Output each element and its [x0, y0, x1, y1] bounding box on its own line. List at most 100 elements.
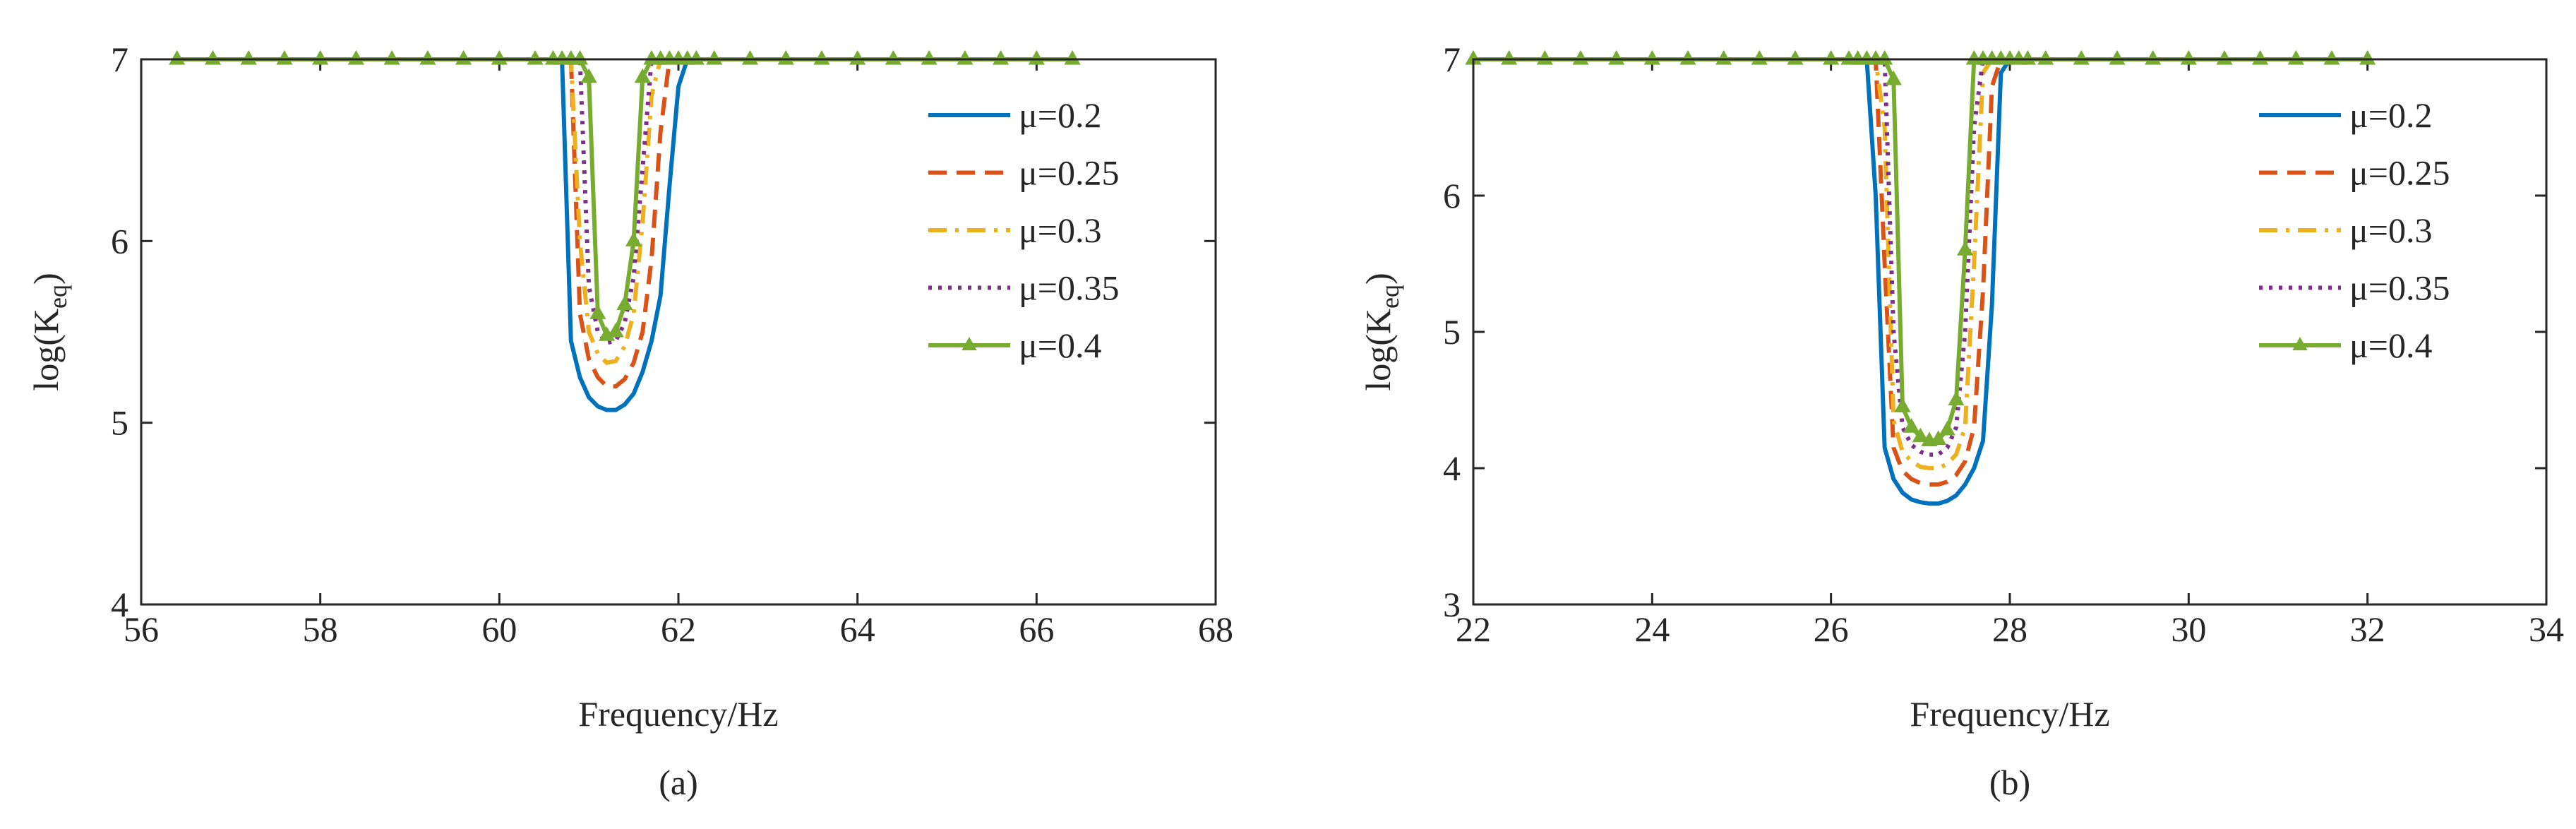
legend-box [921, 88, 1190, 391]
legend-label: μ=0.2 [1019, 95, 1102, 135]
x-tick-label: 26 [1814, 609, 1849, 649]
x-tick-label: 62 [661, 609, 696, 649]
series-marker [240, 49, 257, 65]
x-tick-label: 28 [1992, 609, 2027, 649]
legend-label: μ=0.4 [1019, 326, 1102, 365]
series-marker [580, 68, 597, 83]
series-marker [607, 322, 624, 338]
series-marker [455, 49, 472, 65]
x-tick-label: 64 [840, 609, 875, 649]
legend-label: μ=0.25 [2349, 153, 2450, 193]
series-marker [2216, 49, 2233, 65]
series-marker [1643, 49, 1660, 65]
series-marker [777, 49, 794, 65]
panel-label: (b) [1989, 763, 2030, 802]
panel-label: (a) [659, 763, 698, 802]
series-marker [204, 49, 222, 65]
series-marker [347, 49, 365, 65]
series-marker [1028, 49, 1045, 65]
x-axis-label: Frequency/Hz [1910, 694, 2109, 734]
series-marker [2252, 49, 2269, 65]
x-axis-label: Frequency/Hz [578, 694, 778, 734]
series-marker [1957, 241, 1974, 256]
series-marker [2323, 49, 2340, 65]
x-tick-label: 66 [1019, 609, 1054, 649]
series-marker [957, 49, 974, 65]
x-tick-label: 32 [2350, 609, 2385, 649]
series-marker [813, 49, 830, 65]
legend-box [2252, 88, 2520, 391]
legend-label: μ=0.35 [1019, 268, 1120, 308]
series-marker [688, 49, 705, 65]
series-marker [2287, 49, 2304, 65]
series-marker [2145, 49, 2162, 65]
y-tick-label: 5 [1443, 312, 1461, 352]
series-marker [1679, 49, 1696, 65]
series-marker [921, 49, 937, 65]
y-axis-label-part: ) [1358, 273, 1398, 285]
series-marker [419, 49, 436, 65]
y-axis-label-part: eq [1376, 285, 1404, 309]
series-marker [589, 304, 606, 319]
axes-frame [1472, 58, 2548, 606]
y-axis-label-part: eq [44, 285, 72, 309]
legend-marker [2292, 336, 2308, 351]
series-marker [634, 68, 651, 83]
series-marker [625, 232, 642, 246]
series-marker [1751, 49, 1768, 65]
series-marker [741, 49, 759, 65]
x-tick-label: 56 [124, 609, 159, 649]
series-marker [383, 49, 400, 65]
y-axis-label-part: log(K [1358, 309, 1398, 391]
series-marker [169, 49, 186, 65]
series-marker [1876, 49, 1893, 65]
series-marker [885, 49, 902, 65]
series-marker [1894, 398, 1911, 412]
series-marker [491, 49, 508, 65]
y-axis-label-part: log(K [26, 309, 66, 391]
series-marker [1787, 49, 1804, 65]
y-axis-label: log(Keq) [1358, 273, 1404, 390]
series-marker [312, 49, 329, 65]
y-tick-label: 7 [111, 40, 128, 79]
series-marker [616, 295, 633, 310]
y-tick-label: 6 [111, 221, 128, 261]
series-marker [1064, 49, 1081, 65]
series-marker [992, 49, 1010, 65]
series-marker [1572, 49, 1589, 65]
series-marker [1885, 70, 1902, 85]
x-tick-label: 30 [2171, 609, 2206, 649]
series-marker [1501, 49, 1518, 65]
series-marker [571, 49, 589, 65]
x-tick-label: 34 [2529, 609, 2564, 649]
y-tick-label: 4 [1443, 448, 1461, 488]
series-marker [1608, 49, 1625, 65]
series-marker [1903, 418, 1920, 433]
x-tick-label: 68 [1198, 609, 1233, 649]
y-tick-label: 4 [111, 585, 128, 624]
x-tick-label: 22 [1456, 609, 1491, 649]
series-marker [2359, 49, 2376, 65]
y-tick-label: 3 [1443, 585, 1461, 624]
series-marker [1536, 49, 1553, 65]
legend-label: μ=0.3 [2349, 210, 2433, 250]
series-marker [1939, 420, 1955, 436]
series-marker [1930, 430, 1947, 446]
series-marker [2180, 49, 2197, 65]
legend-label: μ=0.2 [2349, 95, 2433, 135]
x-tick-label: 24 [1634, 609, 1670, 649]
series-marker [1715, 49, 1732, 65]
y-tick-label: 7 [1443, 40, 1461, 79]
series-marker [1912, 427, 1929, 443]
y-tick-label: 5 [111, 403, 128, 443]
x-tick-label: 58 [303, 609, 338, 649]
legend-label: μ=0.4 [2349, 326, 2433, 365]
series-marker [1823, 49, 1840, 65]
series-marker [2019, 49, 2036, 65]
y-axis-label-part: ) [26, 273, 66, 285]
series-marker [2037, 49, 2054, 65]
series-marker [2073, 49, 2090, 65]
legend-label: μ=0.3 [1019, 210, 1102, 250]
series-marker [849, 49, 866, 65]
